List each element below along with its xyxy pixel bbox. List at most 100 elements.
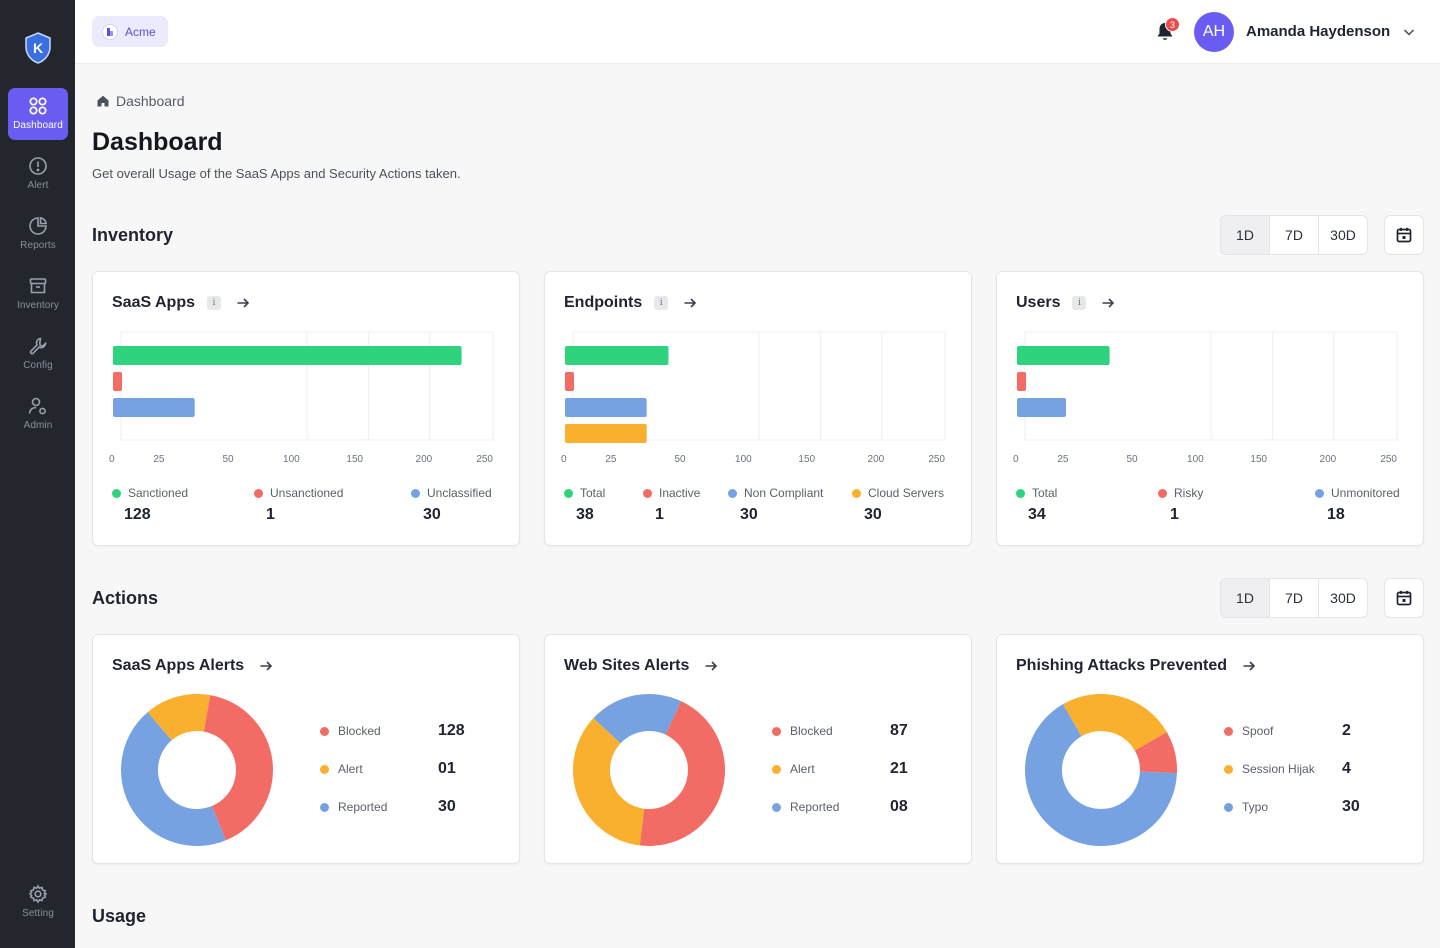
card-saas-apps-alerts: SaaS Apps Alerts Blocked 128 Alert 01 Report…	[92, 634, 520, 864]
range-1d-button[interactable]: 1D	[1221, 579, 1269, 617]
user-name[interactable]: Amanda Haydenson	[1246, 23, 1391, 40]
tick-label: 150	[1250, 454, 1267, 465]
slice-reported	[593, 694, 682, 744]
legend-dot	[852, 488, 861, 498]
legend-label: Risky	[1158, 486, 1203, 500]
org-switcher[interactable]: Acme	[92, 16, 168, 47]
shield-logo-icon[interactable]: K	[24, 32, 52, 64]
tick-label: 200	[416, 454, 433, 465]
tick-label: 100	[283, 454, 300, 465]
home-icon[interactable]	[96, 94, 110, 108]
section-title-inventory: Inventory	[92, 225, 174, 245]
org-icon	[102, 23, 118, 40]
legend-value: 08	[890, 798, 908, 815]
sidebar-item-setting[interactable]: Setting	[8, 876, 68, 928]
range-7d-button[interactable]: 7D	[1269, 579, 1318, 617]
sidebar-item-alert[interactable]: Alert	[8, 148, 68, 200]
legend-text: Spoof	[1242, 724, 1274, 738]
inventory-range-selector: 1D 7D 30D	[1220, 215, 1368, 255]
info-icon[interactable]: i	[654, 296, 669, 310]
bar-total	[565, 346, 669, 365]
sidebar-item-label: Inventory	[16, 300, 60, 311]
legend-dot	[320, 764, 329, 774]
arrow-right-icon[interactable]	[1100, 295, 1116, 311]
range-1d-button[interactable]: 1D	[1221, 216, 1269, 254]
chart-legend: Total 34 Risky 1 Unmonitored 18	[1016, 486, 1407, 526]
arrow-right-icon[interactable]	[703, 658, 719, 674]
chart-legend: Sanctioned 128 Unsanctioned 1 Unclassified 30	[112, 486, 503, 526]
user-gear-icon	[28, 397, 46, 415]
bar-chart: 0 25 50 100 150 200 250	[1013, 331, 1398, 465]
legend-label: Blocked	[320, 724, 438, 738]
sidebar-item-reports[interactable]: Reports	[8, 208, 68, 260]
legend-text: Unmonitored	[1331, 486, 1400, 500]
calendar-icon	[1396, 227, 1412, 243]
pie-chart-icon	[29, 216, 48, 235]
alert-circle-icon	[29, 157, 47, 175]
bar-unmonitored	[1017, 398, 1067, 417]
legend-text: Reported	[338, 800, 388, 814]
chevron-down-icon[interactable]	[1401, 24, 1417, 40]
card-header: Endpoints i	[564, 294, 698, 312]
legend-value: 128	[124, 506, 151, 523]
tick-label: 0	[109, 454, 115, 465]
range-7d-button[interactable]: 7D	[1269, 216, 1318, 254]
card-phishing-attacks: Phishing Attacks Prevented Spoof 2 Session…	[996, 634, 1424, 864]
card-header: Phishing Attacks Prevented	[1016, 657, 1257, 675]
sidebar-item-config[interactable]: Config	[8, 328, 68, 380]
legend-item-risky: Risky 1	[1158, 486, 1203, 524]
bar-unsanctioned	[113, 372, 122, 391]
legend-item-cloud-servers: Cloud Servers 30	[852, 486, 944, 524]
tick-label: 100	[1187, 454, 1204, 465]
bar-unclassified	[113, 398, 195, 417]
legend-text: Blocked	[790, 724, 833, 738]
card-endpoints: Endpoints i 0 25 50 100 150 200 250 Total 38 Ina…	[544, 271, 972, 546]
legend-text: Session Hijak	[1242, 762, 1315, 776]
sidebar-item-label: Admin	[23, 420, 53, 431]
slice-typo	[1025, 704, 1177, 846]
bar-inactive	[565, 372, 574, 391]
legend-value: 18	[1327, 506, 1345, 523]
actions-calendar-button[interactable]	[1384, 578, 1424, 618]
sidebar-item-admin[interactable]: Admin	[8, 388, 68, 440]
card-title: Web Sites Alerts	[564, 657, 690, 674]
info-icon[interactable]: i	[207, 296, 221, 310]
legend-value: 21	[890, 760, 908, 777]
tick-label: 25	[1057, 454, 1069, 465]
slice-blocked	[203, 695, 273, 841]
inventory-calendar-button[interactable]	[1384, 215, 1424, 255]
tick-label: 50	[674, 454, 686, 465]
tick-label: 150	[346, 454, 363, 465]
info-icon[interactable]: i	[1072, 296, 1087, 310]
tick-label: 50	[222, 454, 234, 465]
legend-label: Spoof	[1224, 724, 1342, 738]
arrow-right-icon[interactable]	[682, 295, 698, 311]
range-30d-button[interactable]: 30D	[1318, 216, 1367, 254]
range-30d-button[interactable]: 30D	[1318, 579, 1367, 617]
legend-item-unsanctioned: Unsanctioned 1	[254, 486, 343, 524]
legend-value: 34	[1028, 506, 1046, 523]
chart-legend: Total 38 Inactive 1 Non Compliant 30 Cloud Ser…	[564, 486, 955, 526]
sidebar-item-dashboard[interactable]: Dashboard	[8, 88, 68, 140]
donut-chart	[1025, 694, 1177, 846]
sidebar-item-inventory[interactable]: Inventory	[8, 268, 68, 320]
tick-label: 200	[1320, 454, 1337, 465]
actions-range-selector: 1D 7D 30D	[1220, 578, 1368, 618]
section-title-usage: Usage	[92, 906, 147, 926]
bar-sanctioned	[113, 346, 462, 365]
legend-dot	[254, 488, 263, 498]
arrow-right-icon[interactable]	[1241, 658, 1257, 674]
legend-value: 87	[890, 722, 908, 739]
topbar: Acme 3 AH Amanda Haydenson	[75, 0, 1440, 64]
arrow-right-icon[interactable]	[258, 658, 274, 674]
donut-chart	[120, 694, 273, 846]
card-saas-apps: SaaS Apps i 0 25 50 100 150 200 250 Sanctioned…	[92, 271, 520, 546]
legend-label: Cloud Servers	[852, 486, 944, 500]
legend-text: Non Compliant	[744, 486, 824, 500]
avatar[interactable]: AH	[1194, 12, 1234, 52]
legend-value: 30	[740, 506, 758, 523]
tick-label: 0	[1013, 454, 1019, 465]
arrow-right-icon[interactable]	[235, 295, 251, 311]
breadcrumb-current[interactable]: Dashboard	[116, 93, 185, 109]
legend-label: Blocked	[772, 724, 890, 738]
